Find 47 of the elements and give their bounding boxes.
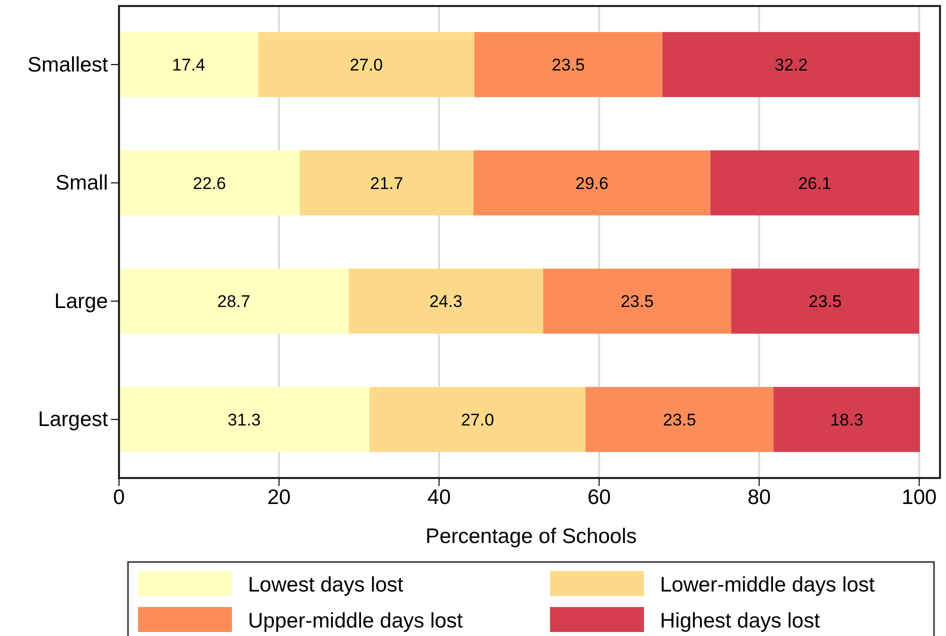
legend-label: Lowest days lost — [248, 573, 404, 596]
x-tick-label: 100 — [902, 486, 937, 509]
bar — [258, 32, 474, 98]
data-label: 24.3 — [429, 292, 462, 312]
data-label: 31.3 — [228, 410, 261, 430]
bar — [662, 32, 920, 98]
bar — [119, 268, 349, 334]
bar — [474, 32, 662, 98]
data-label: 29.6 — [575, 174, 608, 193]
y-tick-label: Small — [55, 172, 108, 195]
bar — [300, 150, 474, 216]
bar — [119, 386, 370, 452]
data-label: 22.6 — [192, 174, 226, 193]
data-label: 17.4 — [172, 56, 206, 75]
x-tick-label: 40 — [427, 486, 451, 509]
bar — [774, 386, 920, 452]
x-tick-label: 0 — [113, 486, 125, 509]
data-label: 32.2 — [774, 56, 808, 75]
x-tick-label: 60 — [587, 486, 611, 509]
legend-label: Highest days lost — [660, 609, 820, 632]
x-axis-title: Percentage of Schools — [425, 525, 637, 548]
data-label: 27.0 — [350, 56, 383, 75]
legend-label: Upper-middle days lost — [248, 609, 463, 632]
x-tick-label: 20 — [267, 486, 291, 509]
bar — [731, 268, 920, 334]
y-tick-label: Large — [54, 290, 108, 313]
data-label: 21.7 — [370, 174, 404, 193]
bar — [348, 268, 544, 334]
data-label: 23.5 — [808, 292, 842, 312]
legend-label: Lower-middle days lost — [660, 573, 875, 596]
data-label: 28.7 — [217, 292, 250, 312]
bar — [586, 386, 774, 452]
data-label: 23.5 — [552, 56, 585, 75]
bar — [710, 150, 920, 216]
bar — [119, 32, 258, 98]
data-label: 23.5 — [620, 292, 654, 312]
data-label: 27.0 — [460, 410, 494, 430]
y-tick-label: Largest — [38, 408, 108, 432]
bar — [543, 268, 732, 334]
x-tick-label: 80 — [747, 486, 771, 509]
data-label: 23.5 — [662, 410, 696, 430]
bar — [473, 150, 710, 216]
data-label: 18.3 — [830, 410, 864, 430]
data-label: 26.1 — [798, 174, 832, 193]
y-tick-label: Smallest — [27, 53, 108, 76]
bar — [119, 150, 300, 216]
bar — [369, 386, 586, 452]
